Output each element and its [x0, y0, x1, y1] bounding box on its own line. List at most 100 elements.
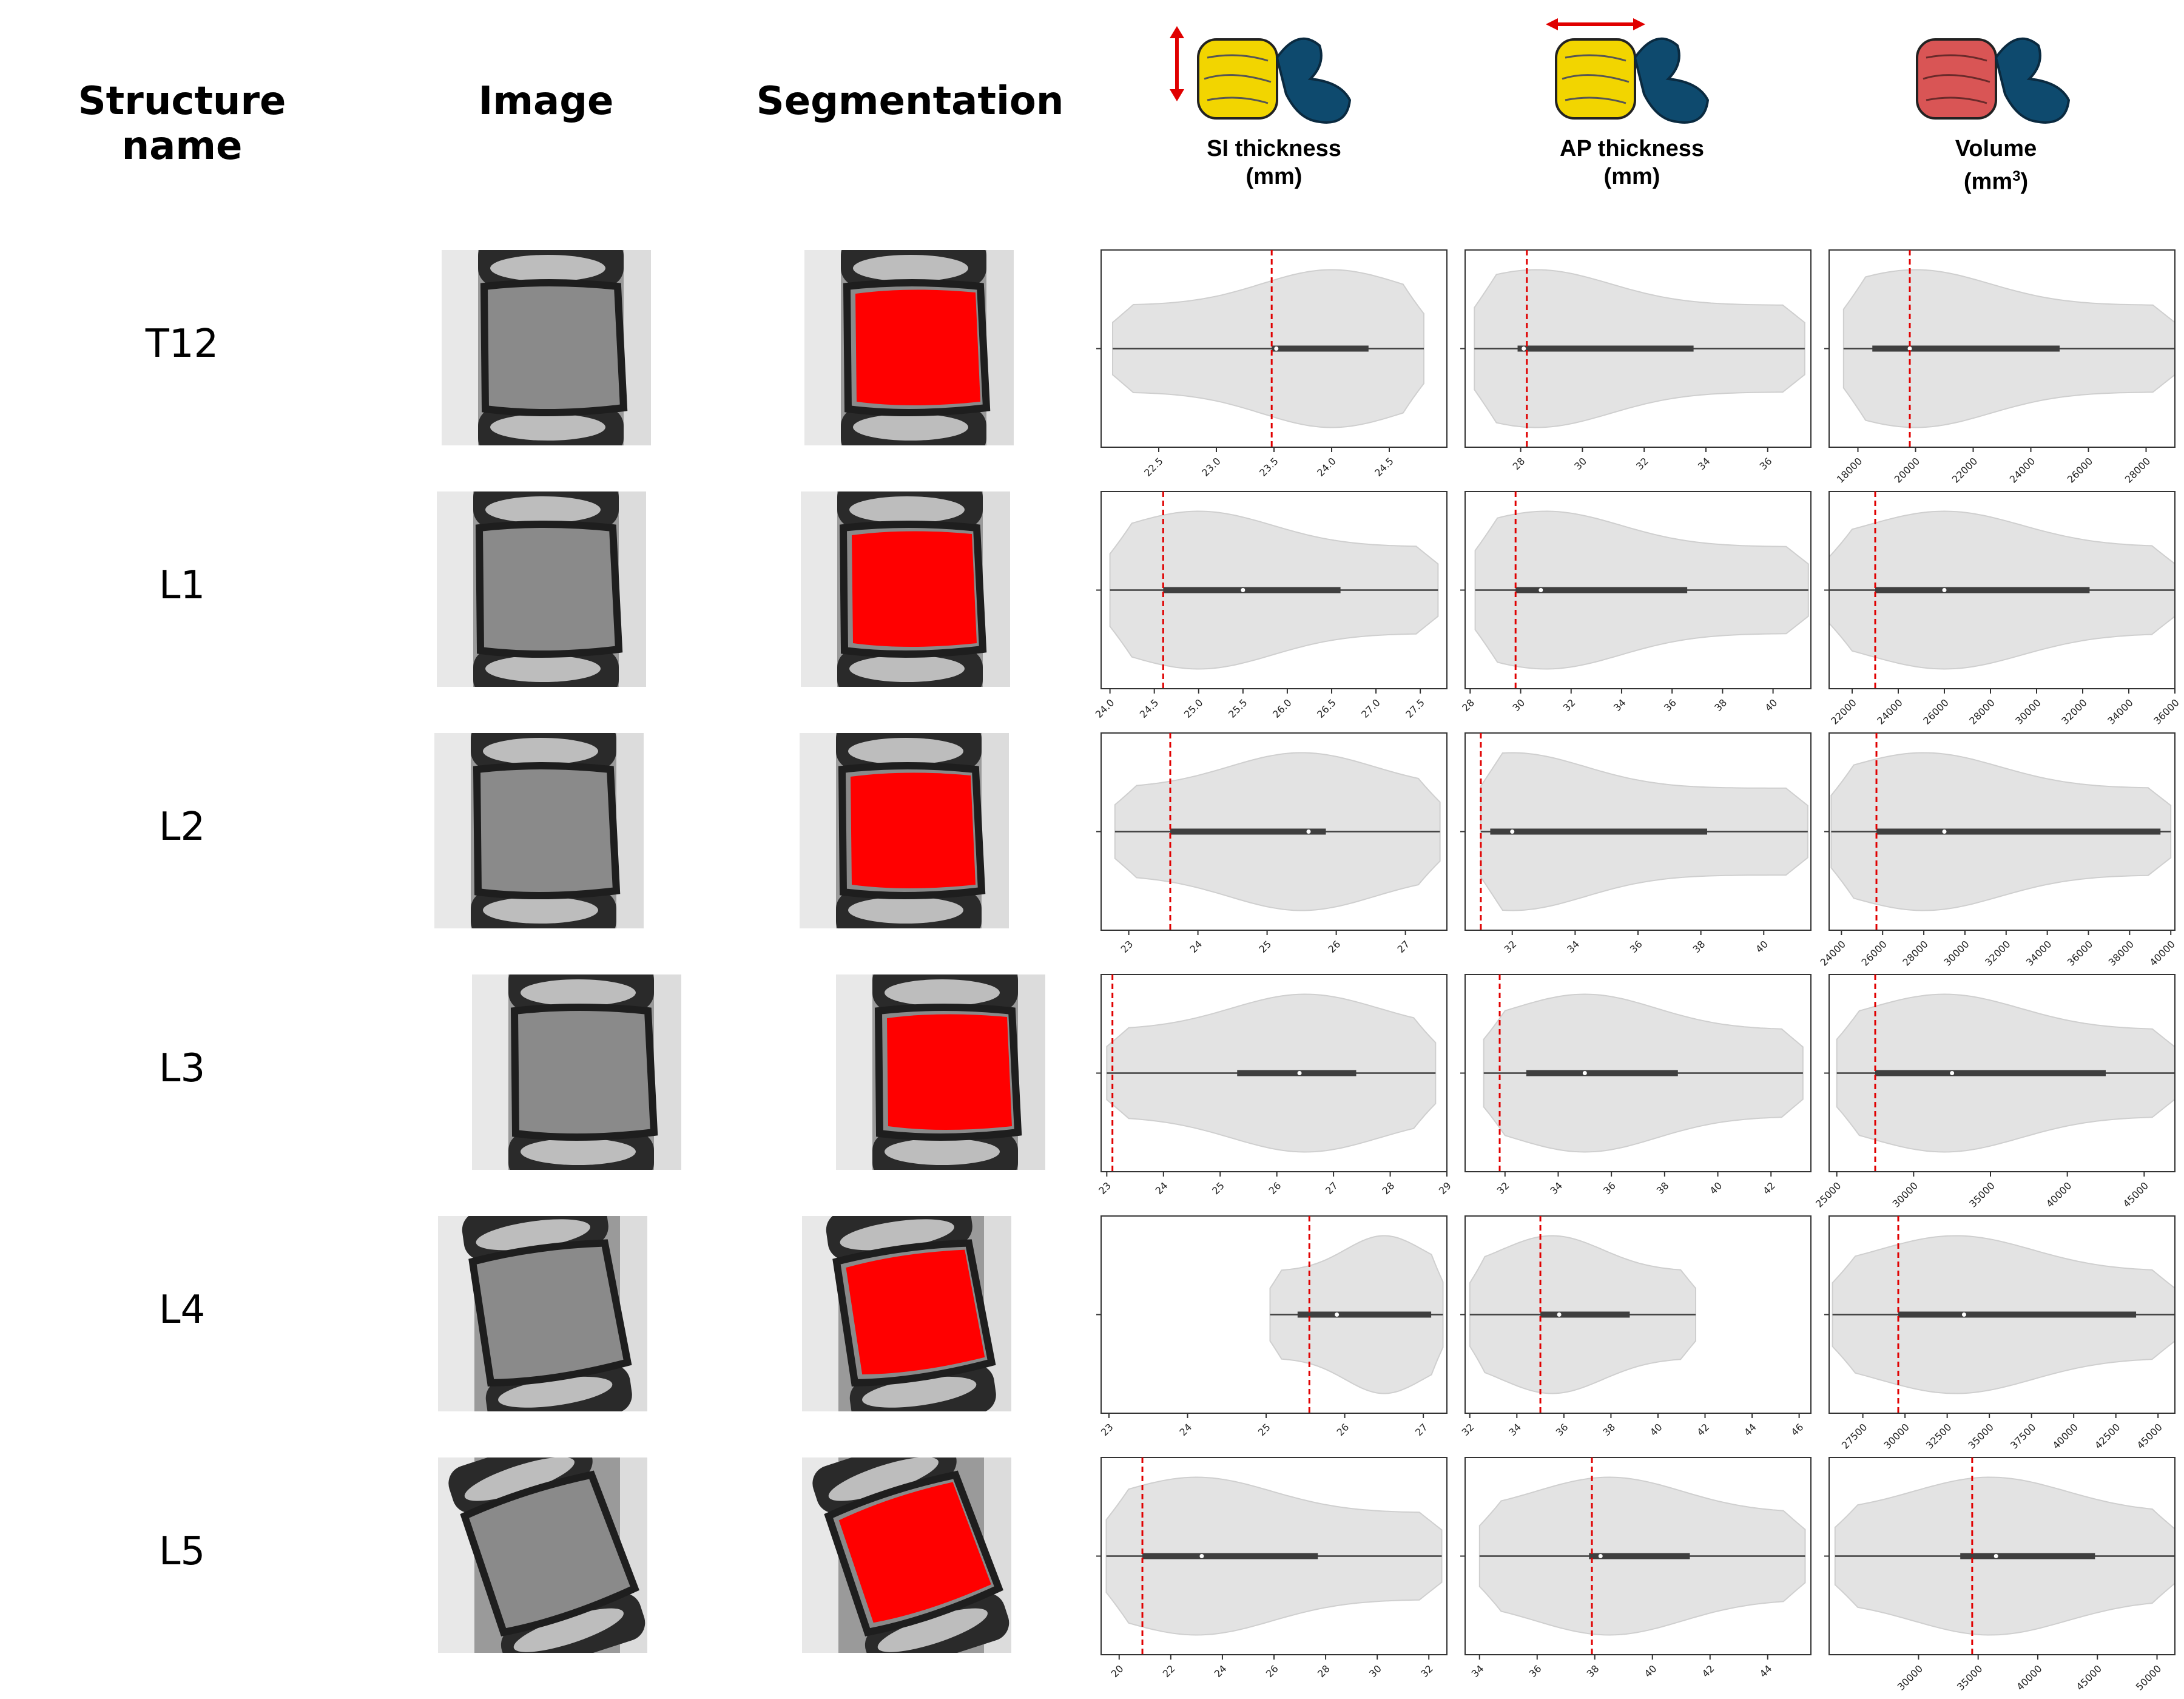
x-tick-label: 26 — [1267, 1180, 1284, 1197]
x-tick-label: 50000 — [2134, 1663, 2163, 1692]
x-tick-label: 38 — [1712, 697, 1729, 714]
violin-plot-l5-ap: 34 36 38 40 42 44 — [1460, 1457, 1811, 1680]
x-tick-label: 34 — [1469, 1663, 1486, 1680]
x-tick-label: 40000 — [2050, 1421, 2080, 1451]
violin-plot-l1-ap: 28 30 32 34 36 38 40 — [1460, 491, 1811, 714]
x-tick-label: 34000 — [2024, 938, 2054, 968]
x-tick-label: 38 — [1654, 1180, 1671, 1197]
x-tick-label: 30000 — [1890, 1180, 1920, 1209]
x-tick-label: 30000 — [1895, 1663, 1925, 1692]
x-tick-label: 27 — [1395, 938, 1412, 955]
x-tick-label: 24 — [1188, 938, 1205, 955]
x-tick-label: 34 — [1696, 455, 1713, 472]
x-tick-label: 38 — [1585, 1663, 1602, 1680]
x-tick-label: 25 — [1257, 938, 1274, 955]
x-tick-label: 25.0 — [1182, 697, 1205, 720]
violin-box — [1237, 1070, 1356, 1076]
violin-median — [1908, 346, 1912, 351]
x-tick-label: 22000 — [1950, 455, 1980, 485]
violin-plot-l3-volume: 25000 30000 35000 40000 45000 — [1813, 974, 2175, 1210]
violin-plot-l2-ap: 32 34 36 38 40 — [1460, 733, 1811, 955]
x-tick-label: 30000 — [2013, 697, 2043, 726]
violin-plot-t12-ap: 28 30 32 34 36 — [1460, 250, 1811, 472]
violin-box — [1170, 829, 1326, 835]
violin-plot-l4-volume: 27500 30000 32500 35000 37500 40000 42500 45000 — [1824, 1216, 2175, 1451]
x-tick-label: 26000 — [2065, 455, 2095, 485]
violin-plot-l4-si: 23 24 25 26 27 — [1096, 1216, 1447, 1438]
x-tick-label: 40000 — [2014, 1663, 2044, 1692]
violin-plot-l3-si: 23 24 25 26 27 28 29 — [1096, 974, 1454, 1197]
x-tick-label: 30 — [1572, 455, 1589, 472]
x-tick-label: 32 — [1495, 1180, 1512, 1197]
violin-box — [1589, 1553, 1690, 1559]
x-tick-label: 24 — [1153, 1180, 1170, 1197]
x-tick-label: 44 — [1758, 1663, 1774, 1680]
violin-median — [1539, 588, 1543, 592]
violin-median — [1950, 1071, 1954, 1075]
x-tick-label: 34000 — [2105, 697, 2135, 726]
x-tick-label: 42500 — [2092, 1421, 2122, 1451]
x-tick-label: 35000 — [1955, 1663, 1984, 1692]
x-tick-label: 34 — [1611, 697, 1628, 714]
violin-median — [1241, 588, 1245, 592]
violin-plot-l4-ap: 32 34 36 38 40 42 44 46 — [1460, 1216, 1811, 1438]
x-tick-label: 22000 — [1828, 697, 1858, 726]
x-tick-label: 40 — [1648, 1421, 1665, 1438]
violin-median — [1335, 1312, 1339, 1317]
x-tick-label: 36 — [1628, 938, 1645, 955]
violin-box — [1490, 829, 1707, 835]
x-tick-label: 18000 — [1835, 455, 1864, 485]
x-tick-label: 35000 — [1967, 1180, 1997, 1209]
x-tick-label: 27 — [1323, 1180, 1340, 1197]
x-tick-label: 25 — [1210, 1180, 1227, 1197]
x-tick-label: 42 — [1694, 1421, 1711, 1438]
violin-box — [1872, 346, 2060, 352]
violin-box — [1898, 1312, 2136, 1318]
x-tick-label: 29 — [1437, 1180, 1454, 1197]
violin-plot-t12-volume: 18000 20000 22000 24000 26000 28000 — [1824, 250, 2175, 485]
x-tick-label: 27.0 — [1359, 697, 1383, 720]
x-tick-label: 28 — [1380, 1180, 1397, 1197]
violin-median — [1994, 1554, 1998, 1558]
x-tick-label: 20 — [1109, 1663, 1126, 1680]
x-tick-label: 36 — [1662, 697, 1679, 714]
x-tick-label: 45000 — [2135, 1421, 2165, 1451]
violin-median — [1943, 829, 1947, 834]
x-tick-label: 24.5 — [1138, 697, 1161, 720]
x-tick-label: 24.5 — [1372, 455, 1396, 479]
x-tick-label: 26.0 — [1270, 697, 1294, 720]
violin-plot-l1-volume: 22000 24000 26000 28000 30000 32000 34000 36000 — [1824, 491, 2182, 727]
x-tick-label: 24000 — [1875, 697, 1904, 726]
violin-box — [1960, 1553, 2095, 1559]
violin-plot-l3-ap: 32 34 36 38 40 42 — [1460, 974, 1811, 1197]
violin-box — [1142, 1553, 1318, 1559]
x-tick-label: 32 — [1561, 697, 1578, 714]
violin-median — [1599, 1554, 1603, 1558]
x-tick-label: 24 — [1177, 1421, 1194, 1438]
x-tick-label: 36 — [1758, 455, 1774, 472]
x-tick-label: 34 — [1506, 1421, 1523, 1438]
violin-median — [1510, 829, 1514, 834]
x-tick-label: 30000 — [1941, 938, 1971, 968]
violin-median — [1557, 1312, 1562, 1317]
violin-plot-l1-si: 24.0 24.5 25.0 25.5 26.0 26.5 27.0 27.5 — [1093, 491, 1447, 720]
x-tick-label: 34 — [1565, 938, 1582, 955]
x-tick-label: 28000 — [2123, 455, 2152, 485]
x-tick-label: 22 — [1161, 1663, 1178, 1680]
x-tick-label: 36 — [1601, 1180, 1618, 1197]
x-tick-label: 26 — [1264, 1663, 1281, 1680]
x-tick-label: 27500 — [1839, 1421, 1869, 1451]
violin-box — [1540, 1312, 1630, 1318]
x-tick-label: 40000 — [2148, 938, 2177, 968]
x-tick-label: 32 — [1634, 455, 1651, 472]
violin-median — [1307, 829, 1311, 834]
x-tick-label: 28 — [1315, 1663, 1332, 1680]
violin-box — [1163, 587, 1340, 593]
x-tick-label: 30 — [1367, 1663, 1384, 1680]
x-tick-label: 40000 — [2044, 1180, 2074, 1209]
x-tick-label: 25 — [1256, 1421, 1273, 1438]
violin-plot-t12-si: 22.5 23.0 23.5 24.0 24.5 — [1096, 250, 1447, 479]
x-tick-label: 30 — [1510, 697, 1527, 714]
violin-median — [1298, 1071, 1302, 1075]
